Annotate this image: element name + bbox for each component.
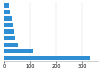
Bar — [4, 29, 14, 34]
Bar — [4, 43, 18, 47]
Bar — [4, 16, 12, 21]
Bar — [4, 56, 90, 60]
Bar — [4, 10, 10, 14]
Bar — [4, 49, 33, 53]
Bar — [4, 36, 15, 40]
Bar — [4, 23, 13, 27]
Bar — [4, 3, 9, 8]
